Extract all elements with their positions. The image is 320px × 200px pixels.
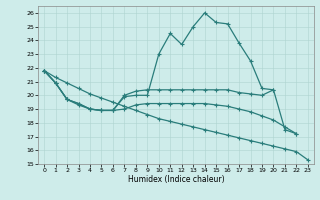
X-axis label: Humidex (Indice chaleur): Humidex (Indice chaleur) bbox=[128, 175, 224, 184]
